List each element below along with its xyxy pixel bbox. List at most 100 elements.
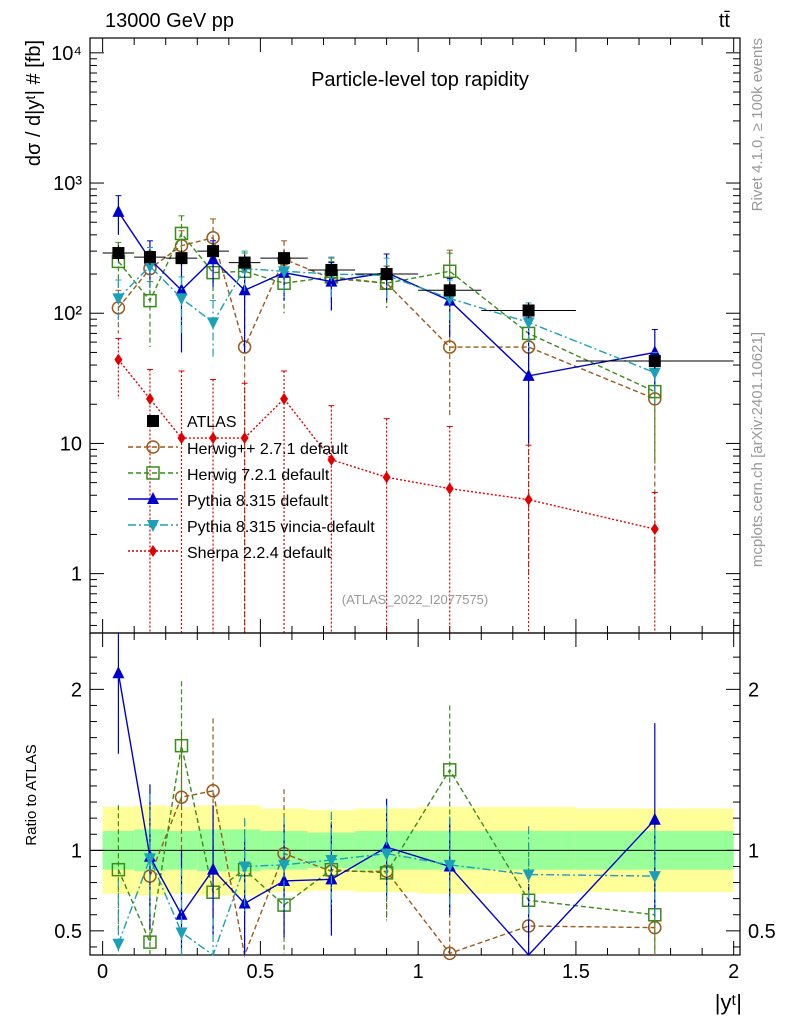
ratio-point	[443, 859, 456, 872]
ratio-point	[143, 935, 157, 949]
data-point	[207, 317, 220, 330]
data-point	[240, 432, 249, 445]
ratio-y-tick-label-right: 2	[748, 679, 759, 701]
data-point	[648, 345, 661, 358]
ratio-point	[207, 862, 220, 875]
ratio-y-tick-label-right: 1	[748, 840, 759, 862]
main-y-tick-label: 10³	[53, 173, 82, 195]
ratio-point	[380, 848, 393, 861]
main-y-tick-label: 1	[71, 564, 82, 586]
ratio-y-tick-label: 1	[71, 840, 82, 862]
data-point	[112, 204, 125, 217]
atlas-point	[143, 251, 156, 264]
legend-marker	[147, 492, 159, 504]
data-point	[175, 293, 188, 306]
main-y-tick-label: 10⁴	[51, 43, 82, 65]
data-point	[327, 453, 336, 466]
main-y-tick-label: 10²	[53, 303, 82, 325]
data-point	[443, 293, 456, 306]
ratio-line	[149, 789, 655, 958]
data-point	[114, 353, 123, 366]
data-point	[209, 432, 218, 445]
legend-label-herwig7: Herwig 7.2.1 default	[187, 467, 330, 484]
main-frame	[89, 37, 741, 634]
x-tick-label: 2	[728, 961, 739, 983]
data-point	[442, 340, 457, 354]
series-line	[117, 232, 656, 393]
legend-marker-data	[147, 415, 159, 427]
ratio-plot-panel: 0 0.5 1 1.5 2 0.5 0.5 1 1 2 2	[54, 632, 776, 983]
ratio-point	[111, 862, 126, 877]
atlas-point	[380, 268, 393, 281]
data-point	[143, 261, 156, 274]
data-point	[145, 392, 154, 405]
atlas-point	[443, 284, 456, 297]
ratio-point	[143, 853, 156, 866]
data-point	[522, 368, 535, 381]
data-point	[278, 266, 291, 279]
x-axis-label: |yᵗ|	[715, 990, 742, 1015]
data-point	[648, 367, 661, 380]
atlas-point	[175, 252, 188, 265]
legend-label-data: ATLAS	[187, 414, 237, 431]
ratio-line	[117, 745, 655, 945]
atlas-point	[648, 354, 661, 367]
ratio-y-tick-label-right: 0.5	[748, 921, 776, 943]
data-point	[280, 392, 289, 405]
ratio-point	[112, 666, 125, 679]
x-tick-label: 1.5	[562, 961, 590, 983]
main-y-axis-label: dσ / d|yᵗ| # [fb]	[23, 40, 45, 166]
data-point	[650, 523, 659, 536]
legend-label-vincia: Pythia 8.315 vincia-default	[187, 519, 375, 536]
ratio-point	[442, 946, 457, 961]
ratio-point	[648, 812, 661, 825]
main-title: Particle-level top rapidity	[311, 69, 529, 91]
ratio-point	[648, 871, 661, 884]
data-point	[524, 493, 533, 506]
main-plot-panel: 1 10 10² 10³ 10⁴	[51, 37, 741, 634]
x-tick-label: 1	[413, 961, 424, 983]
atlas-point	[112, 247, 125, 260]
header-side-bottom: mcplots.cern.ch [arXiv:2401.10621]	[749, 332, 766, 567]
data-point	[177, 432, 186, 445]
ratio-point	[278, 859, 291, 872]
legend: ATLAS Herwig++ 2.7.1 default Herwig 7.2.…	[128, 414, 375, 562]
atlas-point	[207, 245, 220, 258]
legend-label-herwigpp: Herwig++ 2.7.1 default	[187, 441, 349, 458]
data-point	[174, 226, 189, 241]
legend-marker	[146, 466, 160, 480]
ratio-point	[278, 873, 291, 886]
ratio-point	[442, 763, 457, 777]
ratio-y-tick-label: 0.5	[54, 921, 82, 943]
ratio-y-axis-label: Ratio to ATLAS	[23, 744, 40, 845]
header-left: 13000 GeV pp	[105, 10, 234, 32]
ratio-frame	[89, 632, 741, 956]
data-point	[442, 264, 457, 279]
legend-label-pythia: Pythia 8.315 default	[187, 493, 329, 510]
main-series-atlas	[102, 243, 734, 369]
ratio-point	[175, 907, 188, 920]
legend-label-sherpa: Sherpa 2.2.4 default	[187, 545, 332, 562]
atlas-point	[238, 256, 251, 269]
legend-marker	[147, 520, 159, 532]
x-tick-label: 0.5	[246, 961, 274, 983]
ratio-point	[174, 738, 189, 753]
ratio-point	[325, 855, 338, 868]
header-right: tt̄	[719, 10, 731, 32]
ratio-y-tick-label: 2	[71, 679, 82, 701]
legend-marker	[146, 440, 160, 454]
atlas-point	[278, 252, 291, 265]
x-tick-label: 0	[97, 961, 108, 983]
ratio-point	[112, 938, 125, 951]
atlas-point	[522, 304, 535, 317]
header-side-top: Rivet 4.1.0, ≥ 100k events	[749, 38, 766, 211]
data-point	[522, 317, 535, 330]
main-y-tick-label: 10	[60, 433, 82, 455]
ratio-series-3	[112, 794, 661, 957]
watermark: (ATLAS_2022_I2077575)	[342, 592, 488, 607]
series-line	[117, 359, 655, 530]
ratio-point	[175, 927, 188, 940]
data-point	[445, 482, 454, 495]
data-point	[112, 293, 125, 306]
